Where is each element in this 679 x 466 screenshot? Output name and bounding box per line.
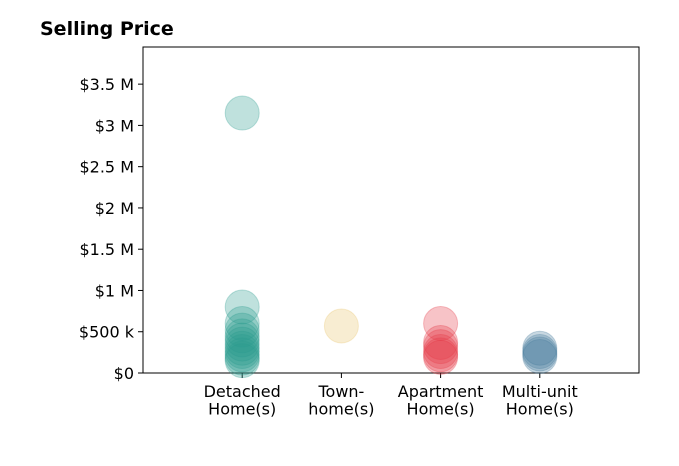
y-tick-label: $1.5 M <box>79 240 134 259</box>
point <box>224 95 260 131</box>
x-tick-label: Apartment Home(s) <box>398 382 484 419</box>
point <box>423 334 459 370</box>
point <box>423 337 459 373</box>
point <box>224 312 260 348</box>
y-tick-label: $2.5 M <box>79 158 134 177</box>
point <box>224 330 260 366</box>
point <box>522 336 558 372</box>
y-tick-label: $3 M <box>95 116 134 135</box>
x-tick-label: Town-home(s) <box>308 382 374 419</box>
point <box>224 340 260 376</box>
point <box>323 308 359 344</box>
point <box>224 322 260 358</box>
y-tick-label: $0 <box>114 364 134 383</box>
point <box>224 334 260 370</box>
y-tick-label: $2 M <box>95 199 134 218</box>
point <box>423 329 459 365</box>
point <box>224 318 260 354</box>
x-tick-label: Multi-unit Home(s) <box>502 382 578 419</box>
point <box>224 337 260 373</box>
point <box>423 339 459 375</box>
point <box>224 343 260 379</box>
y-tick-label: $1 M <box>95 281 134 300</box>
chart-title: Selling Price <box>40 18 174 40</box>
point <box>522 330 558 366</box>
point <box>224 305 260 341</box>
point <box>423 305 459 341</box>
y-tick-label: $3.5 M <box>79 75 134 94</box>
point <box>224 326 260 362</box>
point <box>522 338 558 374</box>
plot-frame <box>142 46 640 374</box>
point <box>522 334 558 370</box>
x-tick-label: Detached Home(s) <box>204 382 281 419</box>
point <box>224 289 260 325</box>
point <box>423 324 459 360</box>
y-tick-label: $500 k <box>79 323 135 342</box>
